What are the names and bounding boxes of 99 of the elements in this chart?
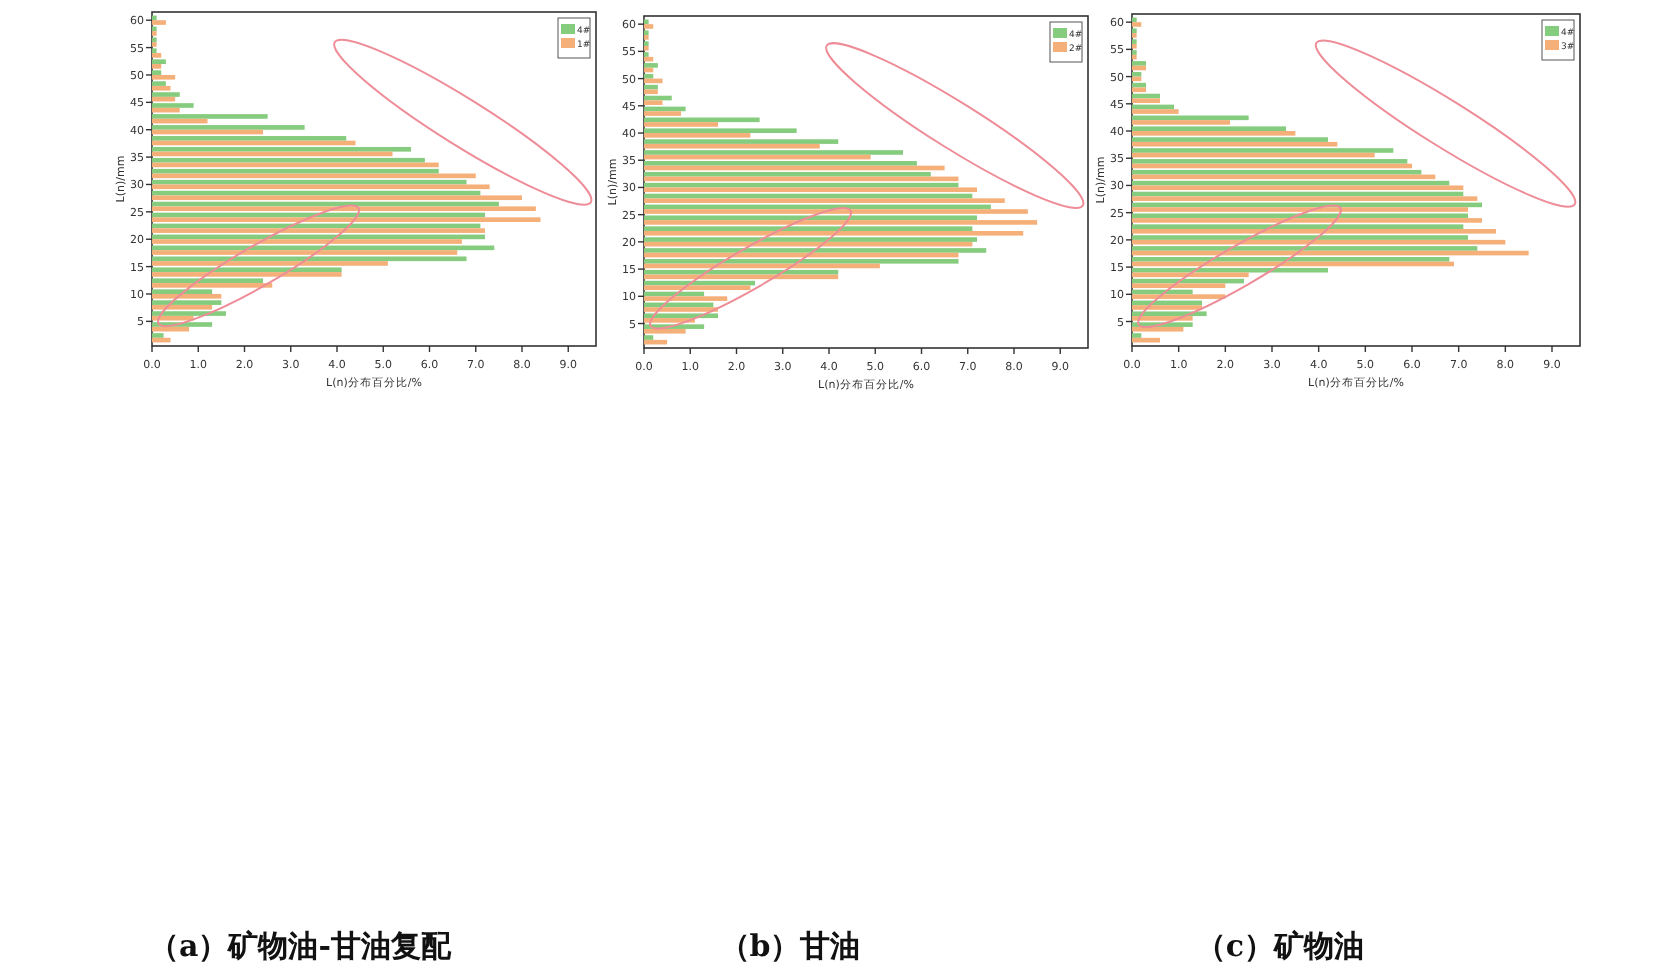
bar [644, 171, 931, 177]
bar [152, 300, 222, 305]
bar [1132, 22, 1142, 27]
bar [152, 250, 458, 255]
bar [644, 73, 654, 79]
bar [644, 285, 751, 291]
bar [152, 85, 171, 91]
bar [1132, 207, 1468, 212]
bar [1132, 246, 1478, 251]
bar [644, 150, 903, 155]
bar [152, 278, 263, 284]
bar [152, 125, 305, 130]
bar [152, 157, 425, 163]
bar [1132, 326, 1184, 332]
bar [644, 89, 658, 95]
bar [644, 24, 654, 29]
bar [152, 114, 268, 119]
bar [1132, 283, 1226, 289]
bar [1132, 218, 1482, 223]
bar [1132, 228, 1496, 234]
bar [644, 215, 977, 221]
bar [644, 230, 1024, 236]
text: （b）甘油 [719, 928, 861, 964]
bar [1132, 109, 1179, 114]
bar [644, 328, 686, 334]
bar [1132, 148, 1394, 153]
bar [152, 272, 342, 277]
bar [644, 269, 839, 275]
bar [644, 143, 820, 149]
bar [1132, 294, 1226, 299]
bar [1132, 224, 1464, 229]
bar [152, 256, 467, 262]
bar [1132, 98, 1160, 103]
bar [644, 122, 718, 127]
bar [644, 63, 658, 68]
bar [644, 259, 959, 264]
bar [152, 136, 347, 141]
bar [644, 237, 977, 242]
bar [1132, 87, 1146, 93]
bar [152, 92, 180, 97]
bar [1132, 185, 1464, 191]
bar [1132, 137, 1328, 142]
bar [152, 81, 166, 86]
bar [1132, 213, 1468, 219]
bar [152, 289, 213, 294]
bar [152, 70, 162, 75]
bar [644, 161, 917, 166]
bar [1132, 61, 1146, 66]
bar [1132, 71, 1142, 77]
bar [644, 209, 1028, 214]
bar [152, 20, 166, 25]
bar [152, 239, 462, 244]
bar [152, 228, 485, 233]
bar [644, 248, 987, 253]
bar [152, 103, 194, 108]
bar [644, 187, 977, 193]
bar [152, 74, 176, 80]
bar [1132, 131, 1296, 136]
bar [644, 133, 751, 138]
bar [152, 168, 439, 174]
bar [152, 333, 164, 338]
bar [644, 307, 718, 312]
bar [1132, 126, 1286, 132]
bar [152, 195, 522, 201]
bar [1132, 120, 1230, 125]
bar [152, 283, 273, 288]
bar [152, 315, 194, 321]
bar [152, 146, 411, 152]
bar [644, 296, 728, 301]
bar [152, 64, 162, 69]
text: （a）矿物油-甘油复配 [149, 928, 453, 964]
bar [152, 261, 388, 266]
bar [152, 96, 176, 102]
bar [1132, 159, 1408, 164]
bar [644, 335, 654, 340]
bar [1132, 257, 1450, 262]
bar [644, 111, 681, 116]
bar [1132, 305, 1202, 310]
bar [1132, 169, 1422, 175]
bar [1132, 333, 1142, 338]
bar [152, 293, 222, 299]
bar [152, 267, 342, 273]
bar [1132, 141, 1338, 147]
bar [644, 100, 663, 105]
bar [152, 184, 490, 190]
bar [1132, 196, 1478, 201]
bar [152, 217, 541, 222]
text: （c）矿物油 [1195, 928, 1365, 964]
bar [1132, 235, 1468, 240]
bar [644, 128, 797, 134]
bar [644, 226, 973, 231]
bar [1132, 267, 1328, 273]
bar [152, 53, 162, 58]
bar [644, 198, 1005, 203]
bar [152, 206, 536, 212]
bar [152, 304, 213, 310]
bar [644, 220, 1038, 225]
bar [152, 59, 166, 65]
bar [644, 139, 839, 144]
